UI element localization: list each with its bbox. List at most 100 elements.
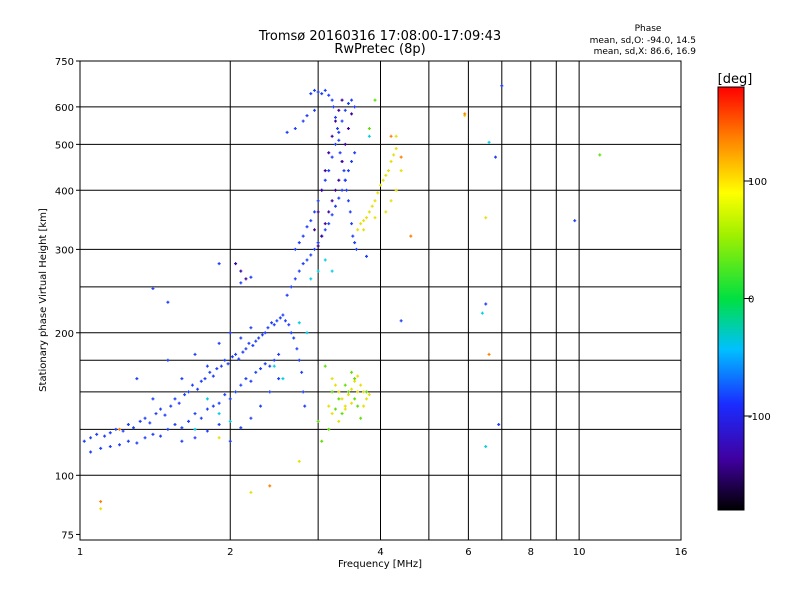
data-point	[316, 244, 320, 248]
data-point	[283, 319, 287, 323]
data-point	[573, 219, 577, 223]
data-point	[359, 416, 363, 420]
data-point	[309, 219, 313, 223]
data-point	[343, 407, 347, 411]
data-point	[340, 412, 344, 416]
data-point	[497, 423, 501, 427]
data-point	[217, 423, 221, 427]
data-point	[292, 336, 296, 340]
data-point	[305, 331, 309, 335]
data-point	[95, 432, 99, 436]
data-point	[173, 423, 177, 427]
data-point	[305, 114, 309, 118]
data-point	[409, 234, 413, 238]
data-point	[394, 188, 398, 192]
data-point	[268, 364, 272, 368]
data-point	[494, 155, 498, 159]
data-point	[327, 169, 331, 173]
data-point	[330, 377, 334, 381]
y-tick-label: 300	[55, 245, 74, 256]
data-point	[205, 429, 209, 433]
data-point	[169, 404, 173, 408]
data-point	[312, 247, 316, 251]
data-point	[239, 383, 243, 387]
data-point	[337, 178, 341, 182]
x-tick-label: 8	[528, 547, 534, 558]
data-point	[166, 427, 170, 431]
data-point	[356, 228, 360, 232]
y-tick-label: 75	[61, 530, 74, 541]
data-point	[323, 88, 327, 92]
data-point	[340, 160, 344, 164]
data-point	[121, 429, 125, 433]
data-point	[384, 173, 388, 177]
data-point	[301, 390, 305, 394]
data-point	[272, 358, 276, 362]
data-point	[389, 134, 393, 138]
data-point	[343, 108, 347, 112]
data-point	[399, 169, 403, 173]
data-point	[484, 302, 488, 306]
data-point	[208, 370, 212, 374]
data-point	[381, 178, 385, 182]
data-point	[183, 393, 187, 397]
data-point	[487, 140, 491, 144]
data-point	[285, 293, 289, 297]
data-point	[373, 216, 377, 220]
data-point	[277, 352, 281, 356]
data-point	[118, 427, 122, 431]
data-point	[367, 134, 371, 138]
data-point	[239, 336, 243, 340]
data-point	[323, 364, 327, 368]
data-point	[289, 285, 293, 289]
data-point	[199, 379, 203, 383]
data-point	[392, 153, 396, 157]
data-point	[346, 390, 350, 394]
data-point	[277, 377, 281, 381]
data-point	[217, 412, 221, 416]
data-point	[293, 277, 297, 281]
data-point	[263, 331, 267, 335]
data-point	[190, 383, 194, 387]
data-point	[297, 269, 301, 273]
colorbar-tick-label: -100	[748, 412, 771, 423]
x-tick-label: 6	[465, 547, 471, 558]
data-point	[330, 213, 334, 217]
data-point	[346, 199, 350, 203]
data-point	[320, 234, 324, 238]
data-point	[263, 362, 267, 366]
x-tick-label: 2	[227, 547, 233, 558]
colorbar-tick-label: 0	[748, 295, 754, 306]
data-point	[484, 445, 488, 449]
data-point	[180, 426, 184, 430]
data-point	[237, 357, 241, 361]
data-point	[249, 379, 253, 383]
data-point	[346, 127, 350, 131]
data-point	[327, 404, 331, 408]
data-point	[379, 183, 382, 187]
data-point	[342, 169, 346, 173]
data-point	[389, 199, 393, 203]
data-point	[350, 160, 354, 164]
data-point	[217, 436, 221, 440]
data-point	[309, 92, 313, 96]
data-point	[312, 210, 316, 214]
data-point	[484, 216, 488, 220]
data-point	[241, 350, 245, 354]
data-point	[309, 253, 313, 257]
data-point	[337, 397, 341, 401]
data-point	[346, 393, 350, 397]
data-point	[223, 358, 227, 362]
data-point	[297, 358, 301, 362]
data-point	[118, 443, 122, 447]
data-point	[340, 119, 344, 123]
data-point	[309, 277, 313, 281]
data-point	[114, 427, 118, 431]
data-point	[228, 419, 232, 423]
data-point	[323, 258, 327, 262]
data-point	[330, 134, 334, 138]
data-point	[203, 377, 207, 381]
data-point	[487, 352, 491, 356]
data-point	[365, 216, 369, 220]
